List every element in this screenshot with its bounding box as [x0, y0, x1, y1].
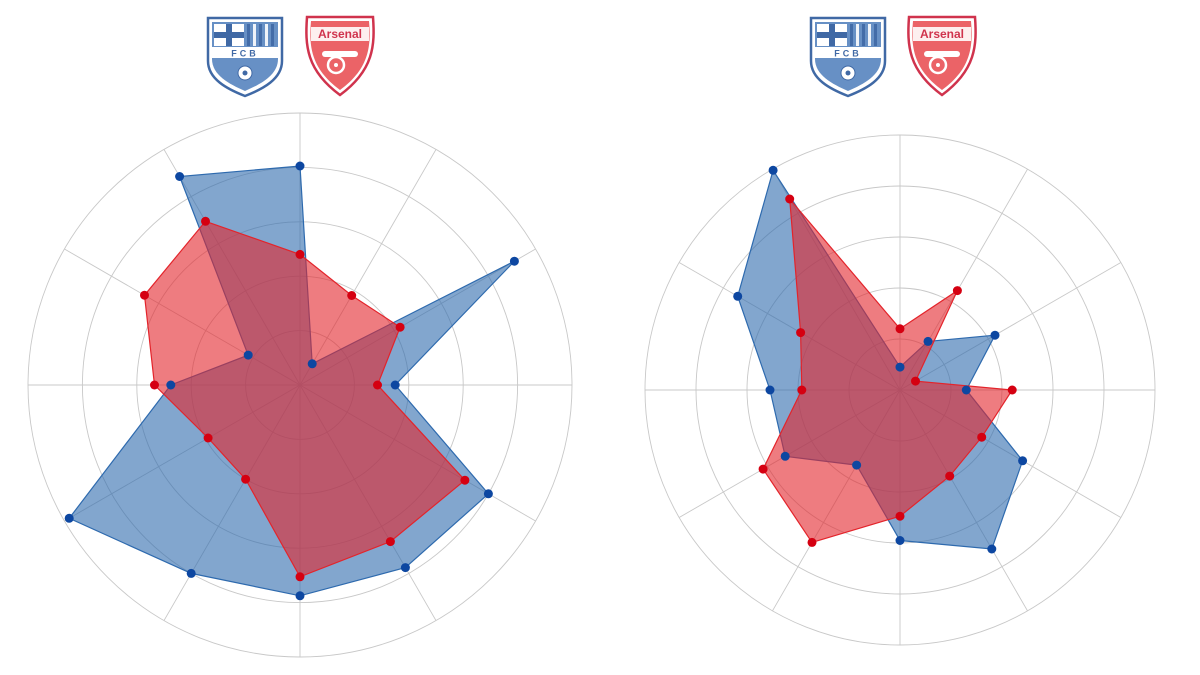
arsenal-point	[347, 291, 357, 300]
arsenal-point	[150, 380, 159, 390]
barcelona-badge-initials: FCB	[231, 49, 259, 59]
arsenal-point	[203, 433, 213, 443]
arsenal-point	[373, 380, 382, 390]
barcelona-point	[780, 451, 790, 461]
barcelona-badge-stripe	[259, 24, 262, 46]
arsenal-badge-cannon-hub	[334, 63, 338, 67]
arsenal-point	[201, 216, 210, 226]
arsenal-badge-text: Arsenal	[920, 27, 964, 41]
arsenal-badge-band	[913, 27, 971, 41]
barcelona-point	[307, 359, 317, 369]
barcelona-point	[295, 591, 305, 601]
barcelona-point	[295, 161, 305, 171]
barcelona-badge-stripe	[265, 24, 268, 46]
arsenal-badge-text: Arsenal	[318, 27, 362, 41]
barcelona-point	[852, 460, 862, 470]
barcelona-badge-stripe	[247, 24, 250, 46]
arsenal-point	[945, 471, 955, 481]
barcelona-badge-cross-h	[214, 32, 244, 38]
barcelona-badge-stripe	[862, 24, 865, 46]
barcelona-point	[390, 380, 400, 390]
arsenal-point	[807, 537, 817, 547]
barcelona-badge-cross-h	[817, 32, 847, 38]
barcelona-point	[895, 362, 905, 372]
barcelona-point	[483, 489, 493, 499]
barcelona-badge-stripe	[868, 24, 871, 46]
barcelona-point	[186, 568, 196, 578]
arsenal-point	[895, 324, 905, 334]
barcelona-point	[733, 291, 743, 301]
arsenal-badge-band	[311, 27, 369, 41]
arsenal-badge-icon: Arsenal	[907, 15, 977, 97]
arsenal-badge-cannon-barrel	[924, 51, 960, 57]
barcelona-badge-ball-center	[242, 70, 248, 76]
arsenal-point	[785, 194, 795, 204]
arsenal-badge-cannon-barrel	[322, 51, 358, 57]
barcelona-point	[895, 536, 905, 545]
barcelona-point	[923, 336, 933, 346]
arsenal-point	[911, 376, 920, 386]
barcelona-badge-stripe	[856, 24, 859, 46]
barcelona-point	[509, 256, 519, 266]
radar-chart-1: FCB Arsenal	[27, 15, 573, 658]
barcelona-point	[768, 165, 778, 175]
arsenal-badge-cannon-hub	[936, 63, 940, 67]
barcelona-point	[987, 544, 997, 554]
barcelona-point	[990, 330, 1000, 340]
barcelona-point	[1018, 456, 1028, 466]
barcelona-badge-ball-center	[845, 70, 851, 76]
barcelona-badge-stripe	[874, 24, 877, 46]
barcelona-badge-initials: FCB	[834, 49, 862, 59]
arsenal-point	[460, 475, 470, 485]
arsenal-point	[895, 511, 905, 521]
barcelona-point	[961, 385, 971, 395]
arsenal-point	[977, 432, 987, 442]
barcelona-point	[765, 385, 775, 395]
barcelona-badge-stripe	[253, 24, 256, 46]
barcelona-point	[400, 563, 410, 573]
arsenal-badge-cannon-wheel	[326, 55, 346, 75]
arsenal-point	[1007, 385, 1017, 395]
barcelona-point	[243, 350, 253, 360]
arsenal-point	[241, 474, 251, 484]
barcelona-point	[166, 380, 176, 390]
arsenal-point	[758, 464, 768, 474]
arsenal-badge-icon: Arsenal	[305, 15, 375, 97]
barcelona-badge-band	[212, 47, 278, 58]
arsenal-point	[295, 572, 305, 582]
arsenal-point	[952, 286, 962, 296]
arsenal-point	[385, 537, 395, 547]
arsenal-point	[395, 322, 405, 332]
barcelona-point	[175, 172, 185, 181]
barcelona-point	[64, 513, 74, 523]
barcelona-badge-stripe	[271, 24, 274, 46]
radar-chart-2: FCB Arsenal	[644, 15, 1156, 646]
barcelona-badge-band	[815, 47, 881, 58]
arsenal-badge-cannon-wheel	[928, 55, 948, 75]
arsenal-point	[796, 328, 806, 338]
arsenal-point	[295, 249, 305, 259]
barcelona-badge-stripe	[850, 24, 853, 46]
barcelona-badge-icon: FCB	[809, 16, 887, 98]
barcelona-badge-icon: FCB	[206, 16, 284, 98]
arsenal-point	[140, 290, 149, 300]
arsenal-point	[797, 385, 807, 395]
